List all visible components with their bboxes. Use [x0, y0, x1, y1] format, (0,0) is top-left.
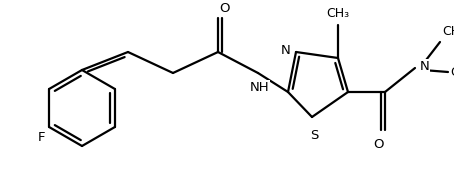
Text: O: O [374, 138, 384, 151]
Text: N: N [281, 43, 291, 56]
Text: NH: NH [250, 81, 270, 94]
Text: O: O [219, 2, 229, 15]
Text: CH₃: CH₃ [450, 65, 454, 78]
Text: CH₃: CH₃ [442, 25, 454, 38]
Text: CH₃: CH₃ [326, 7, 350, 20]
Text: N: N [420, 59, 430, 73]
Text: S: S [310, 129, 318, 142]
Text: F: F [37, 131, 45, 144]
